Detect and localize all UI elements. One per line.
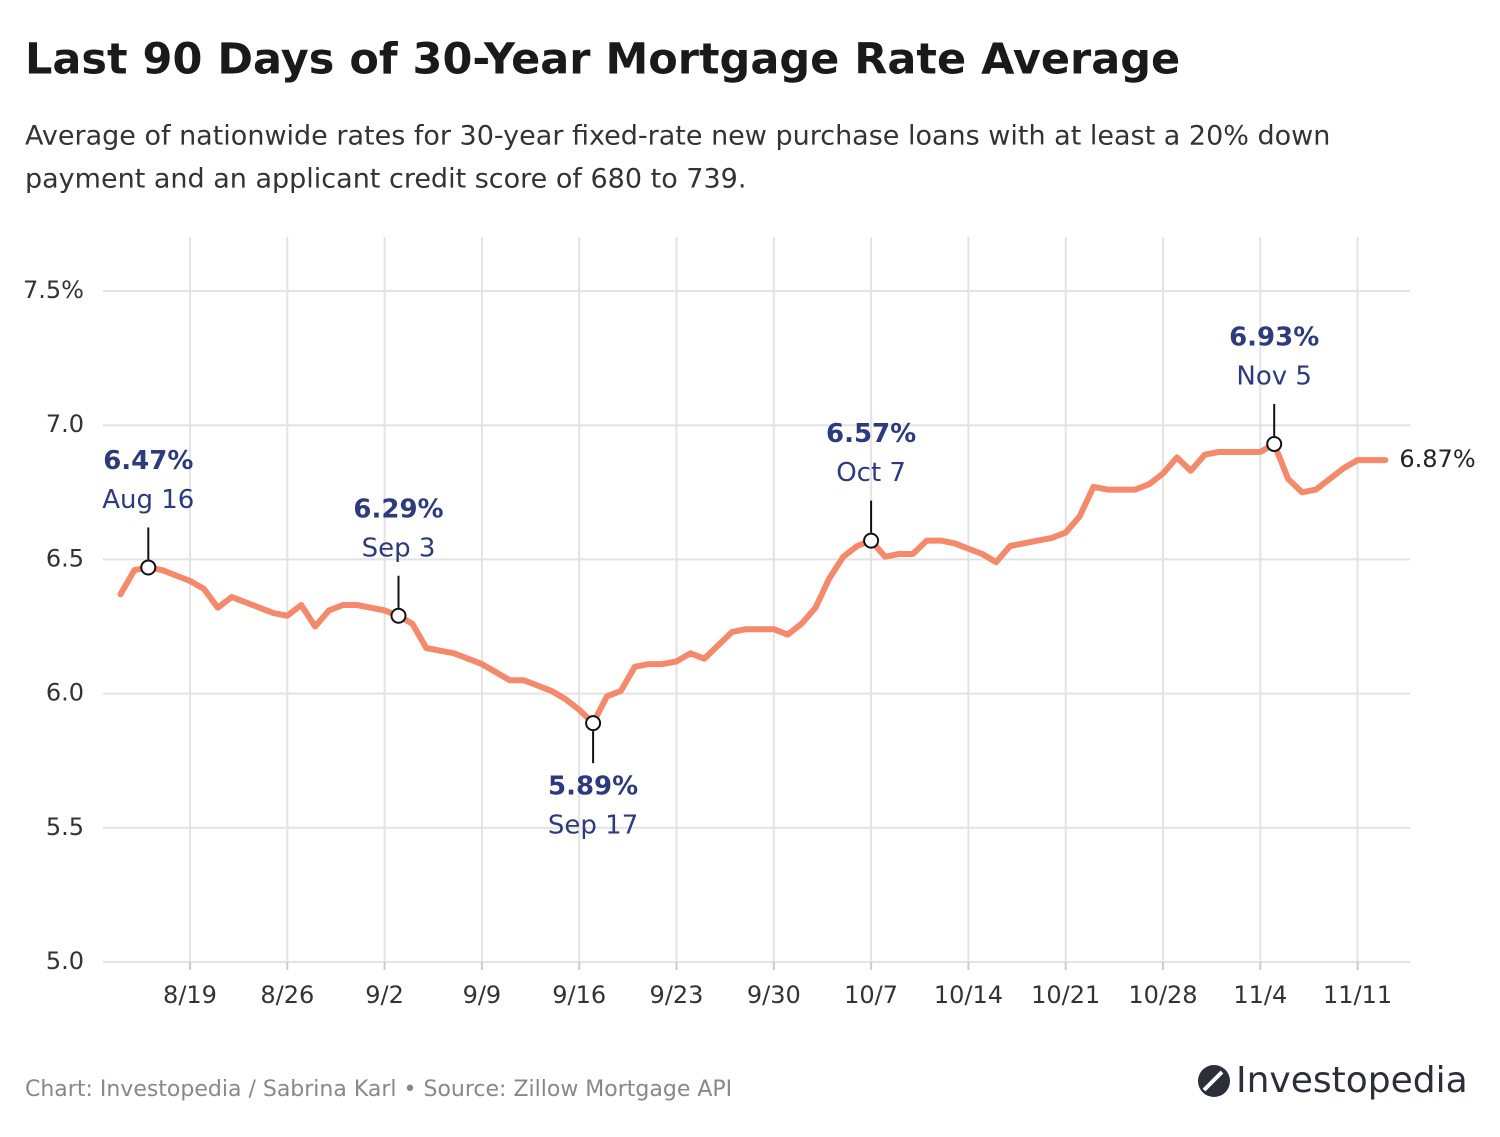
line bbox=[117, 441, 1389, 727]
annotation-value: 6.57% bbox=[826, 419, 916, 449]
annotation-value: 6.47% bbox=[103, 446, 193, 476]
annotation-point bbox=[390, 607, 407, 624]
grid bbox=[103, 237, 1410, 963]
y-tick-label: 5.5 bbox=[46, 813, 84, 841]
end-label: 6.87% bbox=[1399, 445, 1475, 473]
y-tick-label: 6.0 bbox=[46, 679, 84, 707]
logo: Investopedia bbox=[1198, 1060, 1468, 1101]
x-tick-label: 8/19 bbox=[163, 981, 217, 1009]
logo-text: Investopedia bbox=[1236, 1060, 1468, 1101]
annotation-date: Aug 16 bbox=[102, 485, 194, 515]
chart-subtitle: payment and an applicant credit score of… bbox=[25, 164, 746, 195]
x-tick-label: 9/30 bbox=[747, 981, 801, 1009]
y-tick-label: 7.0 bbox=[46, 410, 84, 438]
x-tick-label: 11/11 bbox=[1323, 981, 1392, 1009]
annotation-date: Sep 17 bbox=[548, 811, 638, 841]
x-tick-label: 8/26 bbox=[260, 981, 314, 1009]
annotation-value: 6.93% bbox=[1229, 322, 1319, 352]
y-tick-label: 5.0 bbox=[46, 947, 84, 975]
chart-subtitle: Average of nationwide rates for 30-year … bbox=[25, 121, 1330, 152]
chart-title: Last 90 Days of 30-Year Mortgage Rate Av… bbox=[25, 35, 1180, 85]
x-tick-label: 9/23 bbox=[650, 981, 704, 1009]
x-tick-label: 9/2 bbox=[365, 981, 404, 1009]
annotation-point bbox=[585, 715, 602, 732]
annotation-date: Oct 7 bbox=[836, 458, 906, 488]
y-tick-label: 7.5% bbox=[23, 276, 84, 304]
annotation-point bbox=[863, 532, 880, 549]
annotation-date: Nov 5 bbox=[1236, 361, 1312, 391]
x-tick-label: 9/9 bbox=[463, 981, 502, 1009]
annotation-value: 5.89% bbox=[548, 772, 638, 802]
logo-icon bbox=[1202, 1070, 1224, 1092]
x-tick-label: 10/7 bbox=[844, 981, 898, 1009]
x-tick-label: 10/28 bbox=[1128, 981, 1197, 1009]
x-tick-label: 9/16 bbox=[552, 981, 606, 1009]
annotation-point bbox=[140, 559, 157, 576]
source-note: Chart: Investopedia / Sabrina Karl • Sou… bbox=[25, 1077, 732, 1102]
annotation-point bbox=[1266, 435, 1283, 452]
x-tick-label: 10/14 bbox=[934, 981, 1003, 1009]
annotation-value: 6.29% bbox=[353, 494, 443, 524]
x-tick-label: 10/21 bbox=[1031, 981, 1100, 1009]
annotation-date: Sep 3 bbox=[362, 533, 436, 563]
y-tick-label: 6.5 bbox=[46, 544, 84, 572]
x-tick-label: 11/4 bbox=[1233, 981, 1287, 1009]
